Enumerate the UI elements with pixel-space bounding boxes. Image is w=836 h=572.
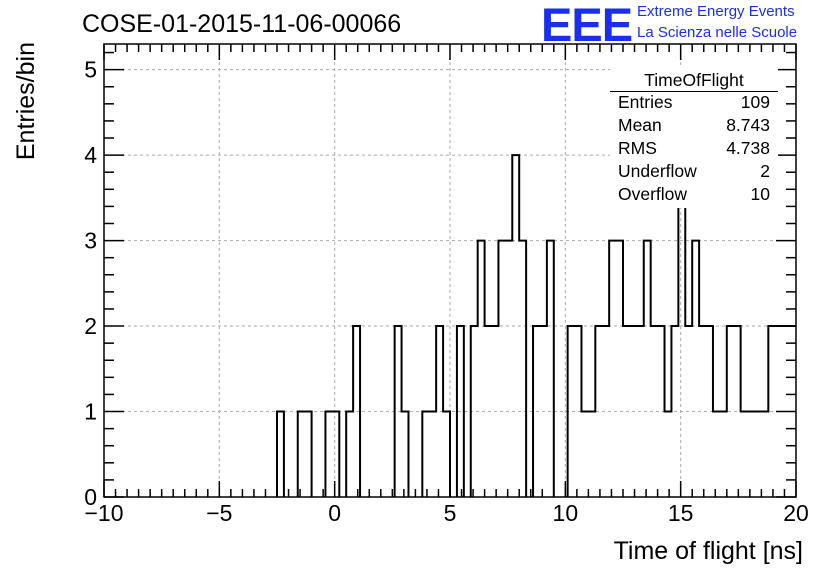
y-tick-label: 4: [84, 142, 97, 168]
logo-line-2: La Scienza nelle Scuole: [637, 24, 798, 41]
x-axis-title: Time of flight [ns]: [614, 537, 803, 565]
stats-label: Mean: [618, 115, 662, 135]
stats-value: 8.743: [726, 115, 770, 135]
x-tick-label: 10: [553, 500, 579, 526]
y-tick-label: 5: [84, 57, 97, 83]
histogram-line: [276, 68, 796, 497]
x-tick-label: 20: [783, 500, 809, 526]
stats-value: 10: [750, 184, 770, 204]
x-tick-label: −10: [84, 500, 123, 526]
x-tick-label: −5: [206, 500, 232, 526]
y-tick-label: 2: [84, 313, 97, 339]
x-tick-label: 5: [444, 500, 457, 526]
stats-row-underflow: Underflow 2: [618, 161, 770, 183]
stats-row-rms: RMS 4.738: [618, 138, 770, 160]
x-tick-label: 0: [328, 500, 341, 526]
stats-row-entries: Entries 109: [618, 92, 770, 114]
stats-label: RMS: [618, 138, 657, 158]
stats-row-mean: Mean 8.743: [618, 115, 770, 137]
y-tick-label: 0: [84, 484, 97, 510]
stats-value: 4.738: [726, 138, 770, 158]
y-tick-label: 1: [84, 399, 97, 425]
stats-value: 109: [740, 92, 770, 112]
stats-value: 2: [760, 161, 770, 181]
stats-divider: [610, 91, 778, 92]
stats-row-overflow: Overflow 10: [618, 184, 770, 206]
y-axis-title: Entries/bin: [12, 42, 40, 160]
stats-box: TimeOfFlight Entries 109 Mean 8.743 RMS …: [610, 68, 778, 208]
stats-title: TimeOfFlight: [644, 70, 744, 90]
x-tick-label: 15: [668, 500, 694, 526]
axis-ticks: [103, 44, 797, 498]
y-tick-labels: 0 1 2 3 4 5: [84, 57, 97, 510]
eee-logo: EEE: [541, 0, 633, 51]
stats-label: Entries: [618, 92, 673, 112]
logo-line-1: Extreme Energy Events: [637, 3, 795, 20]
y-tick-label: 3: [84, 228, 97, 254]
stats-label: Underflow: [618, 161, 697, 181]
chart-title: COSE-01-2015-11-06-00066: [82, 10, 402, 38]
stats-label: Overflow: [618, 184, 688, 204]
x-tick-labels: −10 −5 0 5 10 15 20: [84, 500, 808, 526]
